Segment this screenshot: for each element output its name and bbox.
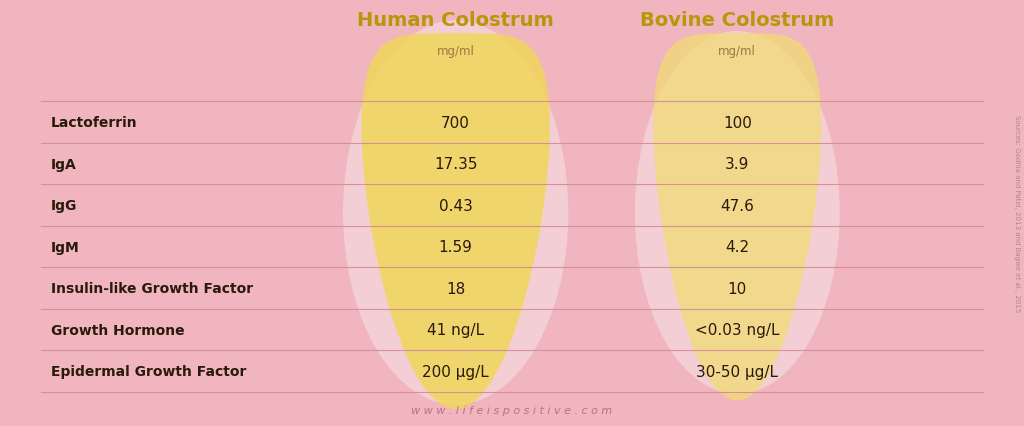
Text: 700: 700: [441, 115, 470, 130]
Text: w w w . l i f e i s p o s i t i v e . c o m: w w w . l i f e i s p o s i t i v e . c …: [412, 406, 612, 415]
Text: 17.35: 17.35: [434, 157, 477, 172]
Text: 30-50 μg/L: 30-50 μg/L: [696, 364, 778, 379]
Text: 4.2: 4.2: [725, 239, 750, 255]
Polygon shape: [361, 34, 550, 409]
Text: IgG: IgG: [51, 199, 78, 213]
Text: Bovine Colostrum: Bovine Colostrum: [640, 11, 835, 29]
Text: 1.59: 1.59: [438, 239, 473, 255]
Text: 100: 100: [723, 115, 752, 130]
Polygon shape: [653, 34, 821, 400]
Text: 18: 18: [446, 281, 465, 296]
Text: 10: 10: [728, 281, 746, 296]
Text: Epidermal Growth Factor: Epidermal Growth Factor: [51, 364, 247, 378]
Text: Lactoferrin: Lactoferrin: [51, 116, 138, 130]
Text: Insulin-like Growth Factor: Insulin-like Growth Factor: [51, 282, 253, 296]
Text: IgM: IgM: [51, 240, 80, 254]
Ellipse shape: [635, 32, 840, 394]
Text: IgA: IgA: [51, 157, 77, 171]
Text: mg/ml: mg/ml: [437, 45, 474, 58]
Text: Growth Hormone: Growth Hormone: [51, 323, 184, 337]
Text: 41 ng/L: 41 ng/L: [427, 322, 484, 337]
Text: <0.03 ng/L: <0.03 ng/L: [695, 322, 779, 337]
Text: 0.43: 0.43: [438, 198, 473, 213]
Text: 3.9: 3.9: [725, 157, 750, 172]
Text: mg/ml: mg/ml: [719, 45, 756, 58]
Text: Human Colostrum: Human Colostrum: [357, 11, 554, 29]
Text: 200 μg/L: 200 μg/L: [422, 364, 489, 379]
Text: Sources: Godhia and Patel, 2013 and Bagwe et al., 2015: Sources: Godhia and Patel, 2013 and Bagw…: [1014, 115, 1020, 311]
Text: 47.6: 47.6: [720, 198, 755, 213]
Ellipse shape: [343, 21, 568, 405]
